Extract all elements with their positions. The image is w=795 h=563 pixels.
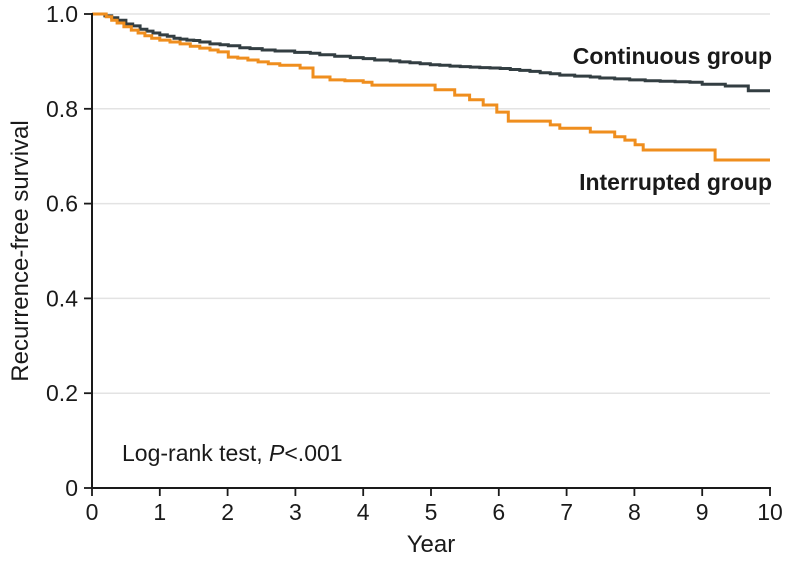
y-tick-label: 0.6 [46,191,78,217]
series-label-continuous: Continuous group [573,43,772,69]
y-tick-label: 1.0 [46,1,78,27]
axis-ticks [84,13,771,496]
gridlines [92,13,770,394]
y-axis-title: Recurrence-free survival [7,120,34,381]
x-axis-title: Year [407,531,456,558]
axis-tick-labels: 0 0.2 0.4 0.6 0.8 1.0 0 1 2 3 4 5 6 7 8 9 10 [46,1,783,525]
annotation-p-value: <.001 [284,440,342,466]
series-label-interrupted: Interrupted group [579,169,772,195]
x-tick-label: 1 [153,499,166,525]
y-tick-label: 0.2 [46,380,78,406]
x-tick-label: 0 [86,499,99,525]
curve-interrupted [92,12,770,162]
curve-continuous [92,12,770,93]
y-tick-label: 0.8 [46,96,78,122]
annotation-p-stat: P [269,440,285,466]
x-tick-label: 9 [696,499,709,525]
y-tick-label: 0.4 [46,285,78,311]
log-rank-annotation: Log-rank test, P<.001 [122,440,343,466]
x-tick-label: 7 [560,499,573,525]
x-tick-label: 8 [628,499,641,525]
x-tick-label: 6 [492,499,505,525]
x-tick-label: 10 [757,499,783,525]
survival-curves [92,12,770,162]
x-tick-label: 5 [425,499,438,525]
x-tick-label: 4 [357,499,370,525]
annotation-prefix: Log-rank test, [122,440,269,466]
x-tick-label: 3 [289,499,302,525]
x-tick-label: 2 [221,499,234,525]
y-tick-label: 0 [65,475,78,501]
